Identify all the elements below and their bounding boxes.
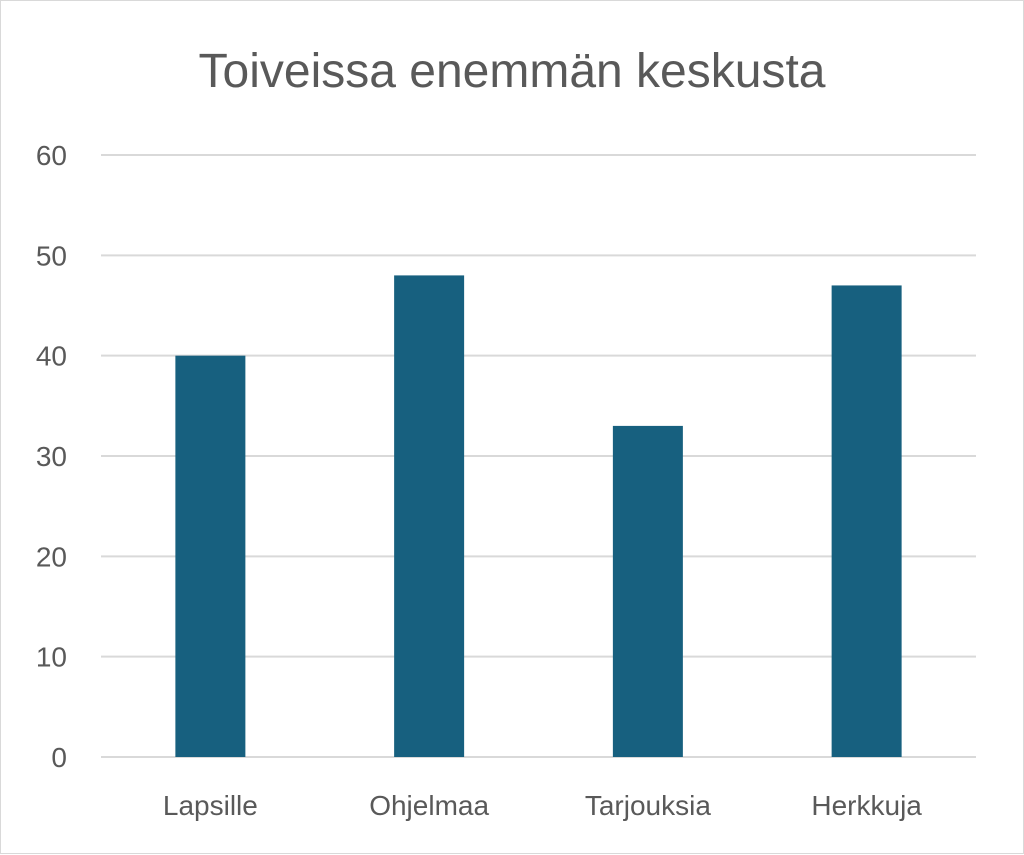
y-tick-label: 30 bbox=[36, 441, 67, 472]
y-tick-label: 60 bbox=[36, 140, 67, 171]
x-category-label: Herkkuja bbox=[811, 790, 922, 821]
x-category-label: Ohjelmaa bbox=[369, 790, 489, 821]
x-axis-labels: Lapsille Ohjelmaa Tarjouksia Herkkuja bbox=[163, 790, 922, 821]
gridlines bbox=[101, 154, 976, 758]
bar-tarjouksia bbox=[612, 425, 683, 757]
y-tick-label: 40 bbox=[36, 341, 67, 372]
y-tick-label: 50 bbox=[36, 240, 67, 271]
bars bbox=[175, 275, 902, 757]
bar-lapsille bbox=[175, 355, 246, 757]
y-axis-ticks: 0 10 20 30 40 50 60 bbox=[36, 140, 67, 773]
x-category-label: Lapsille bbox=[163, 790, 258, 821]
x-category-label: Tarjouksia bbox=[585, 790, 711, 821]
chart-title: Toiveissa enemmän keskusta bbox=[199, 45, 826, 98]
y-tick-label: 0 bbox=[51, 742, 67, 773]
y-tick-label: 20 bbox=[36, 541, 67, 572]
bar-herkkuja bbox=[831, 285, 902, 757]
bar-ohjelmaa bbox=[394, 275, 465, 757]
y-tick-label: 10 bbox=[36, 642, 67, 673]
